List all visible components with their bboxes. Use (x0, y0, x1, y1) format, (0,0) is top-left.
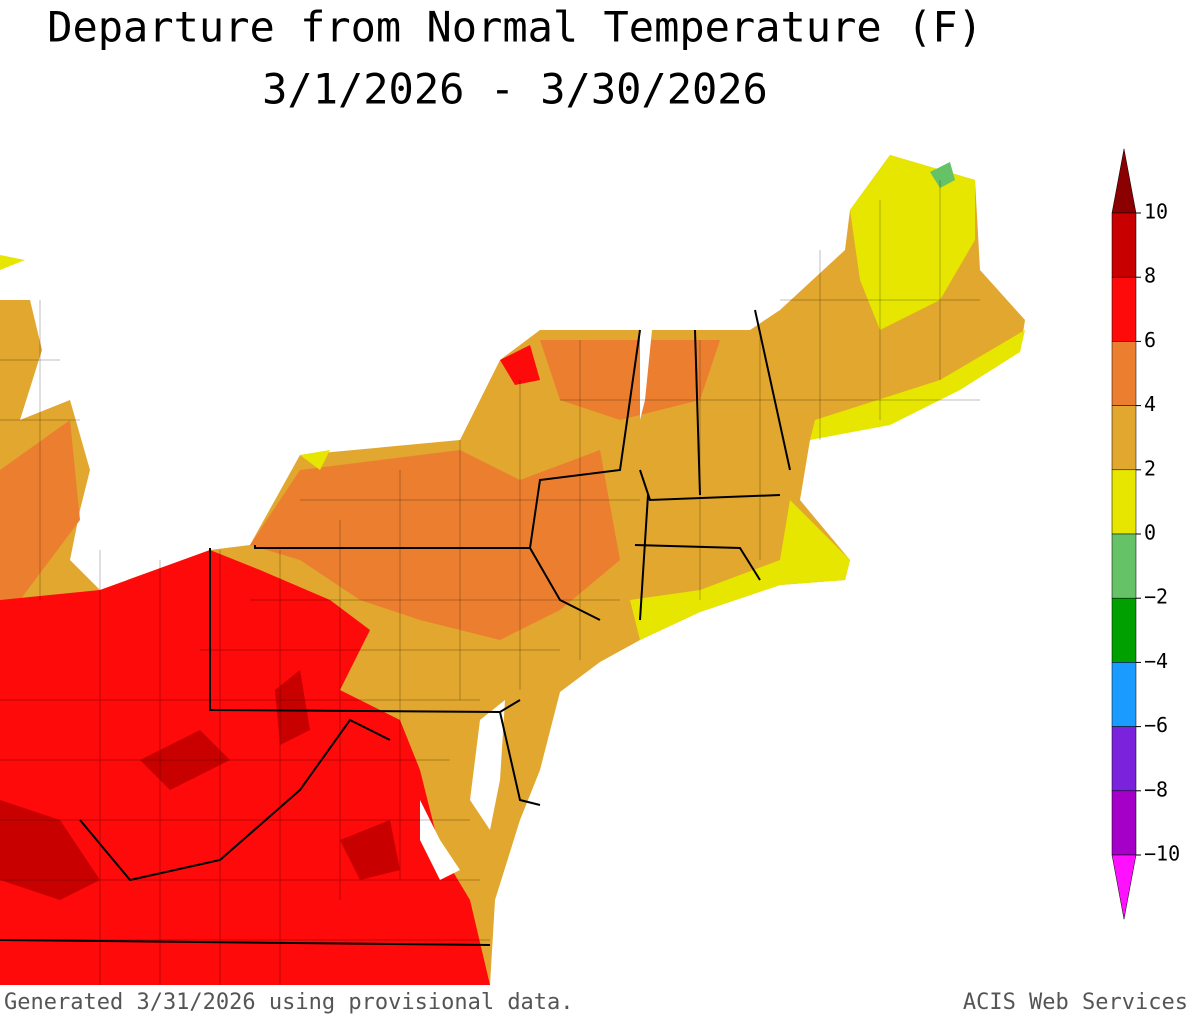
legend-bin (1111, 341, 1137, 406)
map (0, 155, 1025, 985)
water (420, 330, 652, 880)
legend-tick-label: −6 (1144, 713, 1168, 737)
legend-bin (1111, 533, 1137, 599)
cold-spot (930, 162, 955, 188)
legend-bin (1111, 212, 1137, 278)
legend-tick-label: 6 (1144, 328, 1156, 352)
legend-tick-label: −2 (1144, 585, 1168, 609)
legend-bin (1111, 405, 1137, 471)
hot-area (500, 345, 540, 385)
legend: 10 8 6 4 2 0 −2 −4 −6 −8 −10 (1111, 148, 1180, 920)
legend-bin (1111, 662, 1137, 727)
legend-bin (1111, 726, 1137, 792)
state-borders (0, 309, 791, 946)
footer-right: ACIS Web Services (963, 990, 1188, 1015)
legend-tick-label: 10 (1144, 200, 1168, 224)
footer-left: Generated 3/31/2026 using provisional da… (4, 990, 574, 1015)
legend-tick-label: 4 (1144, 392, 1156, 416)
legend-arrow (1111, 148, 1137, 214)
title-line: Departure from Normal Temperature (F) (47, 3, 983, 52)
legend-tick-label: −4 (1144, 649, 1168, 673)
title-line: 3/1/2026 - 3/30/2026 (262, 65, 768, 114)
legend-arrow (1111, 854, 1137, 920)
legend-bin (1111, 469, 1137, 535)
legend-tick-label: −8 (1144, 777, 1168, 801)
cool-area (0, 155, 1025, 640)
legend-tick-label: 8 (1144, 264, 1156, 288)
legend-bin (1111, 597, 1137, 663)
legend-tick-label: 2 (1144, 456, 1156, 480)
legend-tick-label: −10 (1144, 842, 1180, 866)
hottest-area (0, 670, 400, 900)
legend-bin (1111, 276, 1137, 342)
legend-bin (1111, 790, 1137, 856)
legend-tick-label: 0 (1144, 521, 1156, 545)
